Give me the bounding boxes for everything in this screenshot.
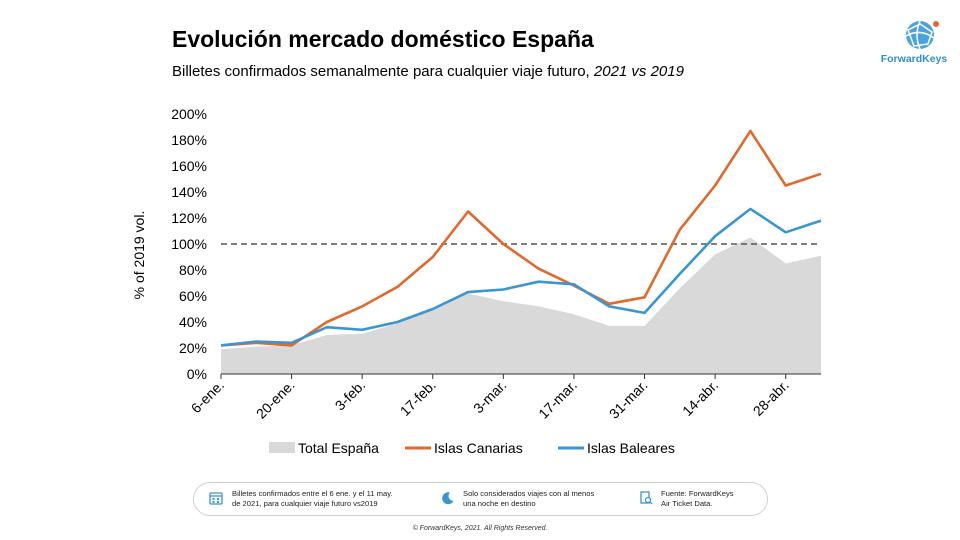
- y-tick-label: 160%: [171, 158, 207, 174]
- legend-label-total-espana: Total España: [298, 440, 379, 456]
- y-tick-label: 100%: [171, 236, 207, 252]
- y-tick-label: 60%: [179, 288, 207, 304]
- x-tick-label: 3-feb.: [332, 377, 369, 414]
- footer-item-dates: Billetes confirmados entre el 6 ene. y e…: [232, 489, 393, 509]
- subtitle-italic: 2021 vs 2019: [593, 63, 684, 80]
- x-tick-label: 14-abr.: [679, 377, 721, 419]
- chart-title: Evolución mercado doméstico España: [172, 26, 594, 52]
- copyright-text: © ForwardKeys, 2021. All Rights Reserved…: [412, 525, 548, 532]
- calendar-icon: [209, 492, 223, 505]
- y-tick-label: 180%: [171, 132, 207, 148]
- forwardkeys-logo-icon: [905, 20, 939, 50]
- y-tick-label: 80%: [179, 262, 207, 278]
- footer-info-box: [193, 482, 768, 516]
- footer-item-dates-line2: de 2021, para cualquier viaje futuro vs2…: [232, 499, 378, 508]
- x-tick-label: 6-ene.: [188, 377, 227, 416]
- footer-item-nights: Solo considerados viajes con al menos una…: [463, 489, 594, 509]
- legend-label-islas-baleares: Islas Baleares: [587, 440, 675, 456]
- y-tick-label: 20%: [179, 340, 207, 356]
- footer-item-source-line1: Fuente: ForwardKeys: [661, 489, 734, 498]
- chart-area: 6-ene. 20-ene. 3-feb. 17-feb. 3-mar. 17-mar. 3…: [131, 106, 822, 456]
- y-tick-label: 0%: [187, 366, 207, 382]
- document-search-icon: [640, 491, 653, 505]
- series-line-islas-baleares: [220, 207, 822, 347]
- x-tick-label: 28-abr.: [750, 377, 792, 419]
- y-tick-label: 200%: [171, 106, 207, 122]
- x-tick-label: 31-mar.: [606, 377, 651, 422]
- legend-label-islas-canarias: Islas Canarias: [434, 440, 523, 456]
- footer-item-source: Fuente: ForwardKeys Air Ticket Data.: [661, 489, 734, 509]
- x-tick-label: 20-ene.: [253, 377, 298, 422]
- logo-text: ForwardKeys: [880, 53, 948, 65]
- footer-item-source-line2: Air Ticket Data.: [661, 499, 713, 508]
- x-tick-label: 17-mar.: [535, 377, 580, 422]
- chart-subtitle: Billetes confirmados semanalmente para c…: [172, 63, 684, 80]
- y-tick-label: 40%: [179, 314, 207, 330]
- y-tick-label: 140%: [171, 184, 207, 200]
- x-tick-label: 3-mar.: [470, 377, 509, 416]
- footer-item-nights-line1: Solo considerados viajes con al menos: [463, 489, 595, 498]
- footer-item-nights-line2: una noche en destino: [463, 499, 536, 508]
- moon-icon: [442, 492, 454, 505]
- y-tick-label: 120%: [171, 210, 207, 226]
- y-axis-label: % of 2019 vol.: [131, 211, 147, 300]
- series-area-total-espana: [221, 237, 821, 374]
- footer-item-dates-line1: Billetes confirmados entre el 6 ene. y e…: [232, 489, 393, 498]
- legend-swatch-total-espana: [269, 442, 295, 453]
- series-line-islas-canarias: [220, 129, 822, 347]
- x-tick-label: 17-feb.: [397, 377, 439, 419]
- subtitle-text: Billetes confirmados semanalmente para c…: [172, 63, 594, 80]
